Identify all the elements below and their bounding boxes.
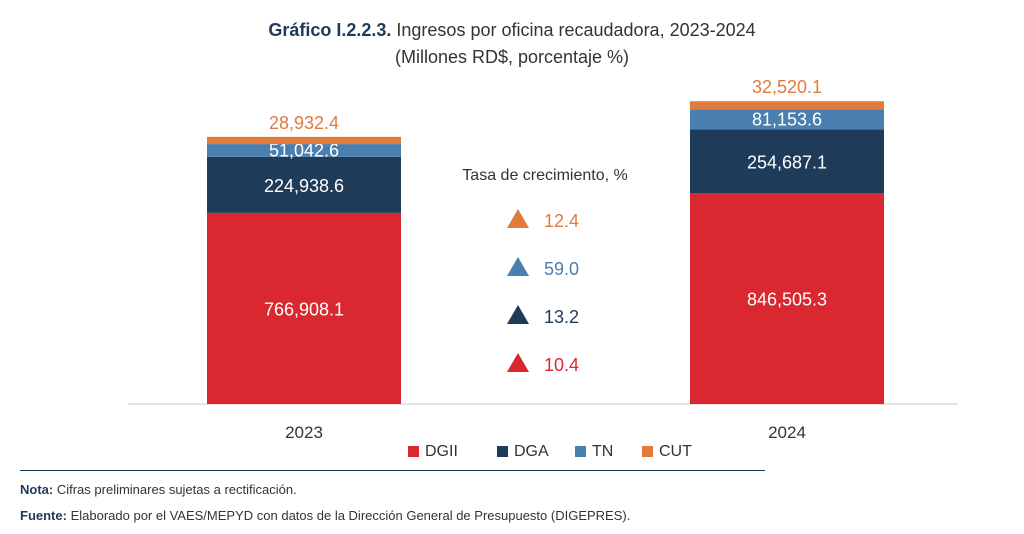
note-label: Nota:: [20, 482, 54, 497]
legend-label-cut: CUT: [659, 443, 692, 460]
growth-value-dgii: 10.4: [544, 355, 579, 375]
data-label-dgii-2024: 846,505.3: [747, 290, 827, 310]
legend-label-tn: TN: [592, 443, 613, 460]
bar-segment-cut-2023: [207, 136, 401, 145]
bar-segment-cut-2024: [690, 101, 884, 110]
growth-triangle-cut-icon: [507, 209, 529, 228]
legend-label-dgii: DGII: [425, 443, 458, 460]
legend-swatch-cut: [642, 446, 653, 457]
source-line: Fuente: Elaborado por el VAES/MEPYD con …: [20, 508, 630, 523]
source-text: Elaborado por el VAES/MEPYD con datos de…: [70, 508, 631, 523]
bar-segment-dgii-2024: [690, 193, 884, 404]
stacked-bar-chart: 766,908.1 224,938.6 51,042.6 28,932.4 2023 84…: [128, 77, 958, 460]
growth-triangle-tn-icon: [507, 257, 529, 276]
note-text: Cifras preliminares sujetas a rectificac…: [56, 482, 297, 497]
growth-title: Tasa de crecimiento, %: [462, 167, 627, 184]
data-label-dga-2023: 224,938.6: [264, 176, 344, 196]
legend-swatch-tn: [575, 446, 586, 457]
data-label-dgii-2023: 766,908.1: [264, 299, 344, 319]
growth-triangle-dga-icon: [507, 305, 529, 324]
growth-triangle-dgii-icon: [507, 353, 529, 372]
x-tick-label-2024: 2024: [768, 423, 806, 442]
legend-swatch-dgii: [408, 446, 419, 457]
growth-value-dga: 13.2: [544, 307, 579, 327]
bar-segment-dgii-2023: [207, 212, 401, 404]
data-label-cut-2023: 28,932.4: [269, 113, 339, 133]
footer-divider: [20, 470, 765, 471]
legend-swatch-dga: [497, 446, 508, 457]
note-line: Nota: Cifras preliminares sujetas a rect…: [20, 482, 297, 497]
bar-segment-tn-2024: [690, 109, 884, 130]
chart-title-prefix: Gráfico I.2.2.3.: [268, 20, 392, 40]
source-label: Fuente:: [20, 508, 67, 523]
bar-segment-dga-2023: [207, 156, 401, 213]
growth-value-tn: 59.0: [544, 259, 579, 279]
data-label-tn-2023: 51,042.6: [269, 140, 339, 160]
data-label-cut-2024: 32,520.1: [752, 77, 822, 97]
bar-segment-tn-2023: [207, 144, 401, 157]
chart-title: Gráfico I.2.2.3. Ingresos por oficina re…: [0, 20, 1024, 41]
legend-label-dga: DGA: [514, 443, 549, 460]
chart-title-text: Ingresos por oficina recaudadora, 2023-2…: [396, 20, 756, 40]
data-label-dga-2024: 254,687.1: [747, 152, 827, 172]
bar-segment-dga-2024: [690, 129, 884, 194]
chart-subtitle: (Millones RD$, porcentaje %): [394, 47, 630, 67]
x-tick-label-2023: 2023: [285, 423, 323, 442]
growth-value-cut: 12.4: [544, 211, 579, 231]
data-label-tn-2024: 81,153.6: [752, 109, 822, 129]
